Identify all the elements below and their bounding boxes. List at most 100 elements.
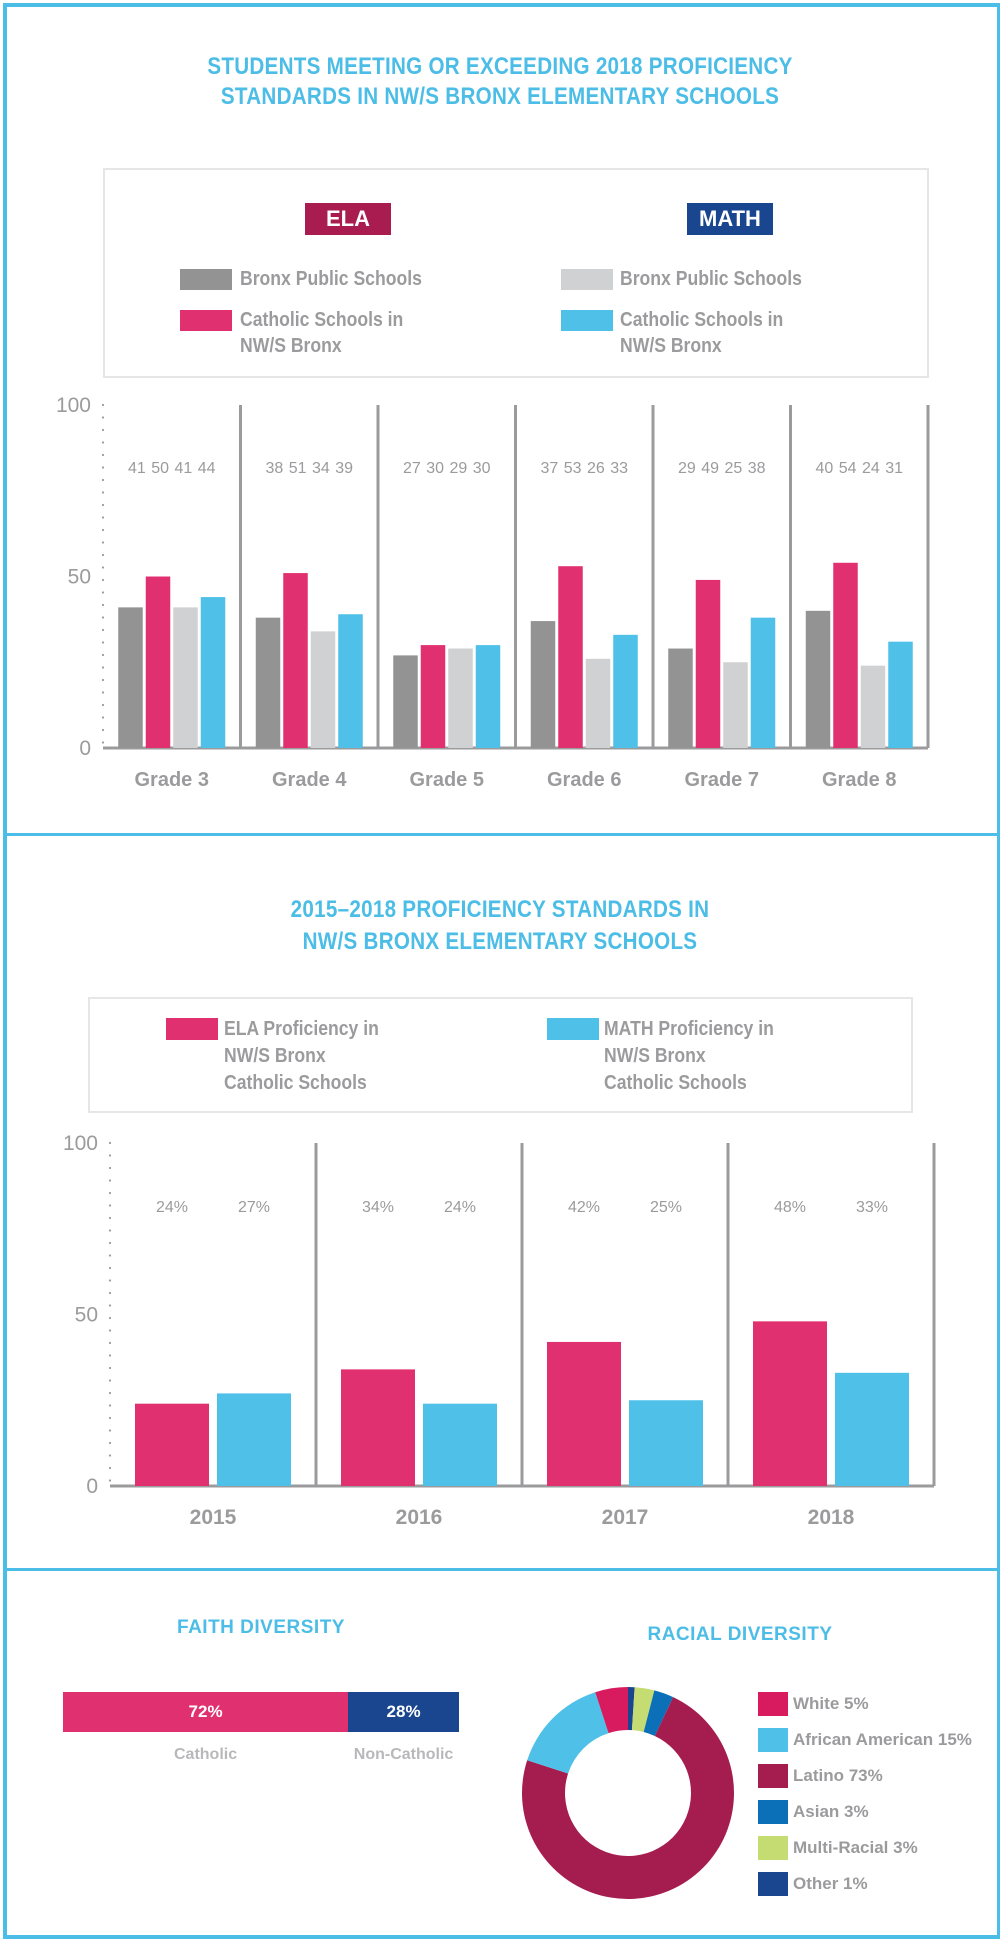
faith-diversity-title: FAITH DIVERSITY	[177, 1617, 345, 1638]
chart1-legend	[103, 168, 929, 378]
bar-2015-series-2	[217, 1393, 291, 1486]
y-axis-dot	[101, 466, 105, 469]
y-axis-dot	[108, 1166, 112, 1170]
y-axis-dot	[108, 1304, 112, 1307]
bar-grade-7-series-3	[723, 662, 748, 748]
y-axis-dot	[101, 516, 105, 519]
legend-swatch-math-catholic	[561, 310, 613, 331]
legend-swatch-african-american	[758, 1728, 788, 1752]
y-tick-label: 0	[79, 737, 91, 760]
chart1-title-line2: STANDARDS IN NW/S BRONX ELEMENTARY SCHOO…	[220, 83, 780, 110]
legend-swatch-multi-racial	[758, 1836, 788, 1860]
y-axis-dot	[101, 678, 105, 682]
y-axis-dot	[108, 1454, 112, 1457]
bar-grade-5-series-3	[448, 648, 473, 748]
data-label: 42%	[568, 1199, 600, 1216]
y-axis-dot	[101, 403, 105, 407]
faith-bar-non-catholic: 28%	[348, 1692, 459, 1732]
y-axis-dot	[108, 1466, 112, 1470]
donut-slice-multi-racial	[631, 1687, 655, 1732]
y-axis-dot	[101, 616, 105, 619]
y-axis-dot	[101, 441, 105, 444]
ela-badge: ELA	[305, 203, 391, 235]
y-axis-dot	[101, 591, 105, 594]
y-tick-label: 0	[86, 1475, 98, 1498]
y-axis-dot	[108, 1141, 112, 1145]
donut-slice-other	[628, 1687, 635, 1731]
y-axis-dot	[108, 1479, 112, 1482]
bar-2017-series-2	[629, 1400, 703, 1486]
y-axis-dot	[101, 716, 105, 719]
y-axis-dot	[101, 666, 105, 669]
x-tick-label: 2017	[602, 1506, 649, 1529]
y-axis-dot	[101, 541, 105, 544]
bar-grade-3-series-2	[145, 576, 171, 748]
bar-2016-series-2	[423, 1403, 497, 1486]
section-divider	[3, 833, 1000, 836]
y-axis-dot	[108, 1416, 112, 1420]
legend-label-latino: Latino 73%	[793, 1766, 883, 1785]
bar-grade-5-series-1	[393, 655, 418, 748]
legend-label-ela-catholic: Catholic Schools in NW/S Bronx	[240, 309, 404, 357]
y-axis-dot	[101, 566, 105, 569]
y-axis-dot	[101, 703, 105, 707]
y-axis-dot	[108, 1316, 112, 1320]
legend-label-ela-public: Bronx Public Schools	[240, 268, 422, 290]
y-axis-dot	[108, 1179, 112, 1182]
donut-slice-latino	[522, 1697, 734, 1900]
y-axis-dot	[101, 603, 105, 607]
math-badge: MATH	[687, 203, 773, 235]
bar-grade-4-series-3	[310, 631, 336, 748]
x-tick-label: 2015	[190, 1506, 237, 1529]
bar-grade-3-series-3	[173, 607, 198, 748]
chart1-title-line1: STUDENTS MEETING OR EXCEEDING 2018 PROFI…	[207, 53, 793, 80]
y-axis-dot	[108, 1254, 112, 1257]
infographic-frame	[3, 3, 1000, 1939]
y-axis-dot	[108, 1216, 112, 1220]
y-axis-dot	[101, 553, 105, 557]
bar-grade-8-series-4	[888, 641, 913, 748]
data-label: 48%	[774, 1199, 806, 1216]
bar-grade-7-series-4	[750, 617, 776, 748]
bar-grade-7-series-2	[695, 579, 721, 748]
y-axis-dot	[108, 1391, 112, 1395]
bar-grade-3-series-1	[118, 607, 143, 748]
bar-grade-6-series-4	[613, 634, 638, 748]
bar-2017-series-1	[547, 1341, 621, 1486]
y-tick-label: 100	[63, 1132, 98, 1155]
y-tick-label: 50	[75, 1304, 98, 1327]
x-tick-label: 2016	[396, 1506, 443, 1529]
y-axis-dot	[108, 1341, 112, 1345]
bar-grade-5-series-2	[420, 645, 446, 748]
y-axis-dot	[101, 741, 105, 744]
data-label: 27%	[238, 1199, 270, 1216]
y-axis-dot	[101, 653, 105, 657]
y-axis-dot	[101, 428, 105, 432]
legend-swatch-other	[758, 1872, 788, 1896]
y-axis-dot	[101, 628, 105, 632]
legend-label-multi-racial: Multi-Racial 3%	[793, 1838, 918, 1857]
bar-grade-4-series-1	[255, 617, 281, 748]
legend-swatch-asian	[758, 1800, 788, 1824]
data-label-group: 40 54 24 31	[815, 460, 903, 477]
y-axis-dot	[108, 1266, 112, 1270]
x-tick-label: Grade 6	[547, 769, 621, 791]
legend-swatch-ela-public	[180, 269, 232, 290]
y-axis-dot	[101, 503, 105, 507]
legend-swatch-ela	[166, 1018, 218, 1040]
legend-swatch-ela-catholic	[180, 310, 232, 331]
y-axis-dot	[108, 1241, 112, 1245]
bar-grade-6-series-1	[530, 621, 556, 748]
legend-label-other: Other 1%	[793, 1874, 868, 1893]
x-tick-label: Grade 5	[410, 769, 484, 791]
x-tick-label: 2018	[808, 1506, 855, 1529]
data-label-group: 27 30 29 30	[403, 460, 491, 477]
legend-label-ela: ELA Proficiency in NW/S Bronx Catholic S…	[224, 1018, 379, 1094]
y-axis-dot	[108, 1441, 112, 1445]
data-label-group: 38 51 34 39	[265, 460, 353, 477]
y-axis-dot	[101, 453, 105, 457]
data-label-group: 29 49 25 38	[678, 460, 766, 477]
y-axis-dot	[108, 1191, 112, 1195]
y-axis-dot	[101, 478, 105, 482]
